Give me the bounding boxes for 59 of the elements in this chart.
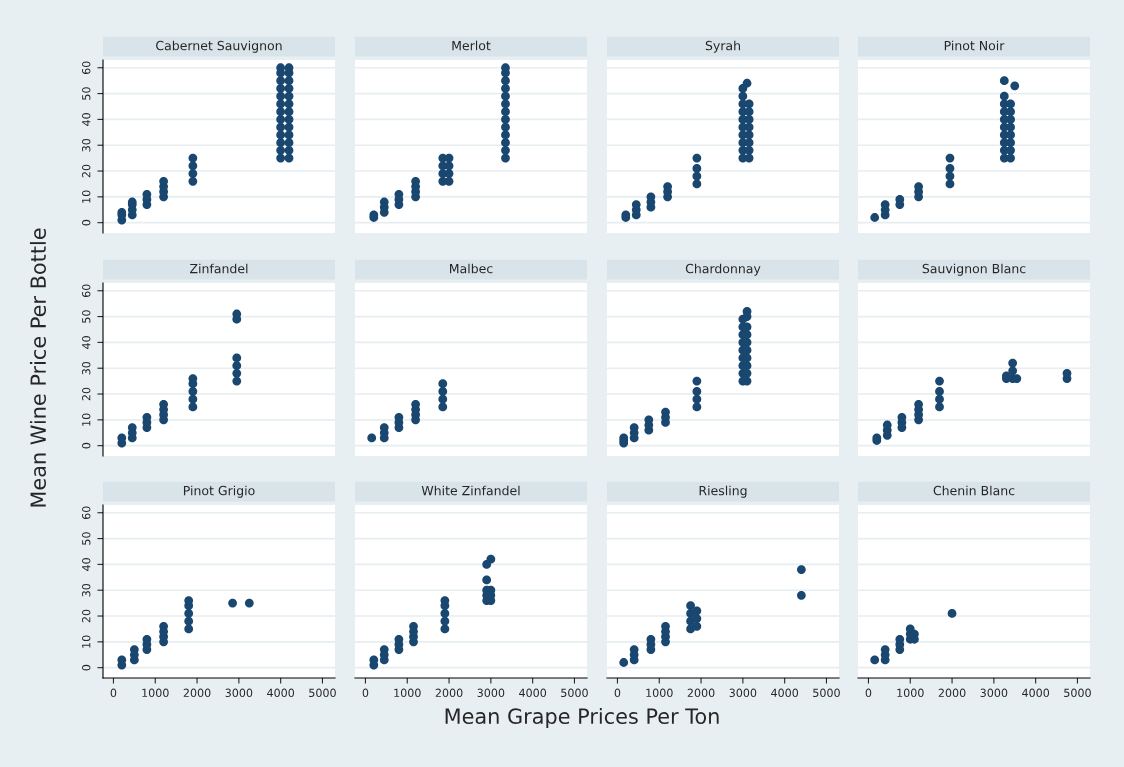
- x-tick-label: 1000: [897, 688, 924, 698]
- chart-title: Syrah: [705, 40, 740, 53]
- chart-title: Chenin Blanc: [933, 485, 1015, 496]
- chart-title: Pinot Grigio: [183, 485, 255, 498]
- x-tick-label: 1000: [142, 688, 169, 698]
- chart-title: Zinfandel: [190, 263, 248, 274]
- x-tick-label: 5000: [1064, 688, 1091, 698]
- x-tick-label: 0: [110, 688, 117, 698]
- x-tick-label: 2000: [938, 688, 966, 698]
- y-tick-label: 40: [82, 113, 91, 126]
- y-tick-label: 0: [82, 664, 91, 671]
- x-axis-title: Mean Grape Prices Per Ton: [445, 707, 719, 729]
- x-tick-label: 2000: [687, 688, 715, 698]
- y-tick-label: 60: [82, 61, 91, 75]
- y-tick-label: 30: [82, 138, 91, 152]
- x-tick-label: 3000: [477, 688, 505, 698]
- y-tick-label: 10: [82, 190, 91, 203]
- y-tick-label: 10: [82, 413, 91, 426]
- y-tick-label: 40: [82, 336, 91, 349]
- y-tick-label: 40: [82, 558, 91, 571]
- x-tick-label: 4000: [267, 688, 295, 698]
- y-tick-label: 50: [82, 532, 91, 545]
- y-tick-label: 60: [82, 506, 91, 520]
- x-tick-label: 1000: [646, 688, 673, 698]
- y-tick-label: 20: [82, 164, 91, 178]
- chart-title: Cabernet Sauvignon: [156, 40, 282, 53]
- x-tick-label: 5000: [309, 688, 336, 698]
- y-tick-label: 0: [82, 442, 91, 449]
- y-tick-label: 30: [82, 583, 91, 597]
- y-tick-label: 30: [82, 361, 91, 375]
- y-tick-label: 20: [82, 609, 91, 623]
- x-tick-label: 0: [614, 688, 621, 698]
- chart-title: Sauvignon Blanc: [922, 263, 1026, 276]
- y-tick-label: 20: [82, 387, 91, 401]
- chart-title: Pinot Noir: [944, 40, 1005, 51]
- x-tick-label: 2000: [183, 688, 211, 698]
- chart-title: Riesling: [699, 485, 747, 498]
- x-tick-label: 3000: [225, 688, 253, 698]
- y-tick-label: 0: [82, 219, 91, 226]
- y-tick-label: 50: [82, 87, 91, 100]
- x-tick-label: 5000: [561, 688, 588, 698]
- x-tick-label: 4000: [771, 688, 799, 698]
- x-tick-label: 3000: [729, 688, 757, 698]
- y-tick-label: 50: [82, 310, 91, 323]
- x-tick-label: 0: [865, 688, 872, 698]
- x-tick-label: 2000: [435, 688, 463, 698]
- chart-title: Merlot: [452, 40, 491, 51]
- chart-title: White Zinfandel: [421, 485, 520, 496]
- chart-title: Malbec: [450, 263, 493, 274]
- x-tick-label: 5000: [813, 688, 840, 698]
- x-tick-label: 1000: [394, 688, 421, 698]
- y-tick-label: 60: [82, 284, 91, 298]
- x-tick-label: 3000: [980, 688, 1008, 698]
- x-tick-label: 0: [362, 688, 369, 698]
- x-tick-label: 4000: [519, 688, 547, 698]
- x-tick-label: 4000: [1022, 688, 1050, 698]
- y-tick-label: 10: [82, 635, 91, 648]
- y-axis-title: Mean Wine Price Per Bottle: [29, 228, 47, 507]
- chart-title: Chardonnay: [685, 263, 761, 276]
